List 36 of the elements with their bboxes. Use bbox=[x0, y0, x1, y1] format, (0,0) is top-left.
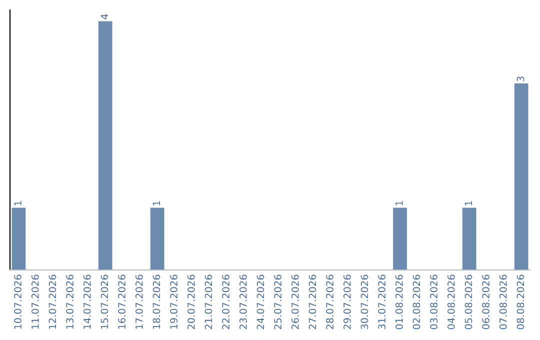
x-tick-label: 08.08.2026 bbox=[516, 274, 524, 330]
x-tick-label: 16.07.2026 bbox=[118, 274, 126, 329]
x-tick-label: 13.07.2026 bbox=[66, 274, 74, 329]
x-tick-label: 07.08.2026 bbox=[499, 274, 507, 330]
data-label: 1 bbox=[396, 201, 403, 206]
data-label: 1 bbox=[14, 201, 22, 206]
x-tick-label: 27.07.2026 bbox=[308, 274, 316, 330]
data-label: 1 bbox=[152, 201, 160, 206]
x-tick-label: 17.07.2026 bbox=[135, 274, 143, 329]
x-tick-label: 26.07.2026 bbox=[291, 274, 299, 330]
x-tick-label: 22.07.2026 bbox=[222, 274, 230, 330]
x-tick-label: 31.07.2026 bbox=[378, 274, 386, 330]
x-tick-label: 28.07.2026 bbox=[326, 274, 334, 330]
x-tick-label: 05.08.2026 bbox=[464, 274, 472, 330]
x-tick-label: 03.08.2026 bbox=[430, 274, 438, 330]
x-tick-label: 25.07.2026 bbox=[274, 274, 282, 330]
x-tick-label: 21.07.2026 bbox=[204, 274, 212, 330]
x-tick-label: 24.07.2026 bbox=[256, 274, 264, 330]
x-tick-label: 12.07.2026 bbox=[48, 274, 56, 329]
x-tick-label: 04.08.2026 bbox=[447, 274, 455, 330]
data-label: 3 bbox=[516, 76, 524, 82]
x-tick-label: 01.08.2026 bbox=[395, 274, 403, 330]
x-tick-label: 18.07.2026 bbox=[152, 274, 160, 329]
x-tick-label: 30.07.2026 bbox=[360, 274, 368, 330]
x-tick-label: 10.07.2026 bbox=[14, 274, 22, 329]
x-tick-label: 02.08.2026 bbox=[412, 274, 420, 330]
data-label: 1 bbox=[464, 201, 472, 206]
x-tick-label: 23.07.2026 bbox=[239, 274, 247, 330]
x-tick-label: 19.07.2026 bbox=[170, 274, 178, 329]
x-tick-label: 20.07.2026 bbox=[187, 274, 195, 330]
x-tick-label: 14.07.2026 bbox=[83, 274, 91, 329]
x-tick-label: 11.07.2026 bbox=[31, 274, 39, 329]
data-label: 4 bbox=[100, 14, 108, 20]
x-tick-label: 15.07.2026 bbox=[100, 274, 108, 329]
x-tick-label: 06.08.2026 bbox=[482, 274, 490, 330]
x-tick-label: 29.07.2026 bbox=[343, 274, 351, 330]
